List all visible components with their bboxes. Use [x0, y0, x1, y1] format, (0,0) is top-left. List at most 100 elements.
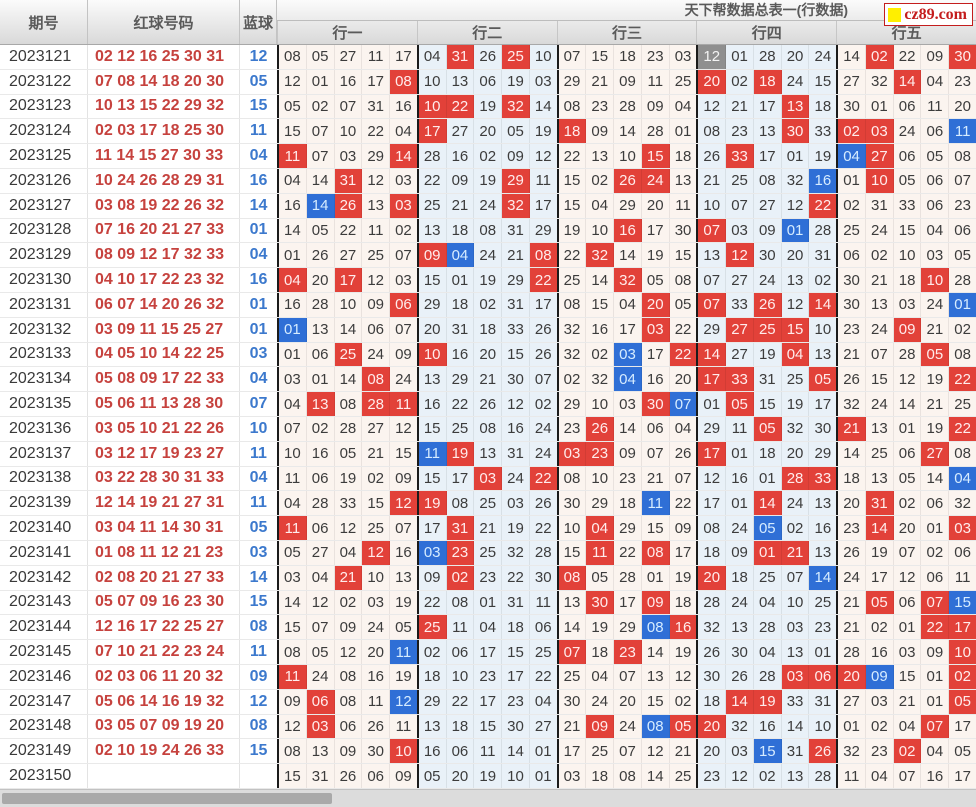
table-header: 期号 红球号码 蓝球 天下帮数据总表一(行数据) 行一 行二 行三 行四 行五 [0, 0, 976, 45]
number-cell: 17 [362, 69, 391, 94]
number-cell: 18 [698, 689, 727, 714]
number-cell: 17 [395, 48, 412, 66]
row-group-4: 29 27 25 15 10 [696, 317, 837, 342]
number-cell: 04 [335, 540, 363, 565]
number-cell: 01 [279, 317, 307, 342]
number-cell: 16 [395, 544, 412, 562]
table-row: 2023141 01 08 11 12 21 23 03 05 27 04 12 16 03 23… [0, 540, 976, 566]
number-cell: 30 [838, 292, 866, 317]
row-group-5: 20 09 15 01 02 [836, 664, 976, 689]
number-cell: 32 [502, 540, 530, 565]
number-cell: 18 [586, 640, 615, 664]
number-cell: 06 [894, 94, 922, 119]
number-cell: 21 [447, 193, 475, 218]
number-cell: 02 [307, 94, 335, 119]
number-cell: 14 [894, 392, 922, 416]
row-group-1: 07 02 28 27 12 [277, 416, 417, 441]
number-cell: 12 [674, 668, 692, 686]
number-cell: 12 [698, 45, 727, 69]
number-cell: 08 [362, 367, 391, 392]
blue-ball-cell: 01 [249, 295, 268, 313]
table-row: 2023123 10 13 15 22 29 32 15 05 02 07 31 16 10 22… [0, 94, 976, 120]
number-cell: 09 [335, 615, 363, 640]
number-cell: 05 [753, 516, 782, 540]
number-cell: 05 [502, 119, 530, 144]
number-cell: 06 [921, 565, 950, 590]
number-cell: 28 [614, 94, 642, 119]
number-cell: 28 [614, 565, 642, 590]
row-group-1: 11 06 12 25 07 [277, 516, 417, 540]
number-cell: 28 [307, 292, 335, 317]
number-cell: 15 [894, 218, 922, 243]
row-group-4: 10 07 27 12 22 [696, 193, 837, 218]
blue-ball-cell: 01 [249, 221, 268, 239]
row-group-5: 32 24 14 21 25 [836, 392, 976, 416]
number-cell: 27 [362, 416, 391, 441]
number-cell: 25 [753, 317, 782, 342]
number-cell: 11 [418, 441, 447, 466]
number-cell: 06 [894, 590, 922, 615]
number-cell: 03 [782, 615, 810, 640]
horizontal-scrollbar[interactable] [0, 789, 976, 807]
number-cell: 22 [447, 689, 475, 714]
number-cell: 08 [954, 445, 971, 463]
number-cell: 03 [306, 714, 335, 739]
number-cell: 26 [753, 292, 782, 317]
site-logo[interactable]: cz89.com [884, 3, 973, 26]
number-cell: 07 [558, 640, 587, 664]
number-cell: 30 [502, 714, 530, 739]
number-cell: 06 [362, 317, 391, 342]
row-group-1: 01 26 27 25 07 [277, 243, 417, 268]
number-cell: 09 [614, 69, 642, 94]
number-cell: 15 [419, 466, 447, 491]
number-cell: 22 [674, 494, 692, 512]
number-cell: 23 [474, 664, 503, 689]
number-cell: 20 [642, 193, 670, 218]
number-cell: 17 [954, 767, 971, 785]
number-cell: 25 [838, 218, 866, 243]
number-cell: 05 [954, 742, 971, 760]
number-cell: 06 [474, 69, 503, 94]
period-cell: 2023145 [0, 640, 88, 664]
number-cell: 29 [559, 392, 587, 416]
number-cell: 26 [809, 739, 837, 764]
number-cell: 18 [419, 664, 447, 689]
number-cell: 32 [614, 268, 642, 292]
row-group-1: 08 05 27 11 17 [277, 45, 417, 69]
table-row: 2023136 03 05 10 21 22 26 10 07 02 28 27 12 15 25… [0, 416, 976, 442]
number-cell: 10 [418, 94, 447, 119]
red-balls-cell: 10 13 15 22 29 32 [88, 94, 240, 119]
number-cell: 03 [894, 292, 922, 317]
number-cell: 21 [838, 615, 866, 640]
number-cell: 10 [419, 69, 447, 94]
number-cell: 02 [586, 168, 615, 193]
number-cell: 18 [698, 540, 727, 565]
number-cell: 25 [559, 664, 587, 689]
row-group-3: 19 10 16 17 30 [556, 218, 697, 243]
grid-title: 天下帮数据总表一(行数据) [277, 0, 976, 21]
number-cell: 06 [838, 243, 866, 268]
number-cell: 23 [559, 416, 587, 441]
blue-ball-cell: 16 [249, 271, 268, 289]
number-cell: 08 [279, 640, 307, 664]
scrollbar-thumb[interactable] [2, 793, 332, 804]
number-cell: 30 [781, 119, 810, 144]
row-group-5: 01 02 04 07 17 [836, 714, 976, 739]
number-cell: 29 [614, 615, 642, 640]
number-cell: 21 [838, 590, 866, 615]
number-cell: 01 [726, 491, 754, 516]
number-cell: 09 [614, 441, 642, 466]
number-cell: 02 [838, 119, 866, 144]
number-cell: 21 [921, 317, 950, 342]
number-cell: 32 [838, 739, 866, 764]
number-cell: 06 [335, 714, 363, 739]
number-cell: 10 [279, 441, 307, 466]
number-cell: 33 [809, 466, 837, 491]
number-cell: 09 [335, 739, 363, 764]
number-cell: 05 [307, 218, 335, 243]
row-group-4: 12 21 17 13 18 [696, 94, 837, 119]
number-cell: 19 [474, 268, 503, 292]
number-cell: 16 [362, 664, 391, 689]
col-header-row5: 行五 [836, 21, 976, 44]
number-cell: 17 [814, 395, 832, 413]
